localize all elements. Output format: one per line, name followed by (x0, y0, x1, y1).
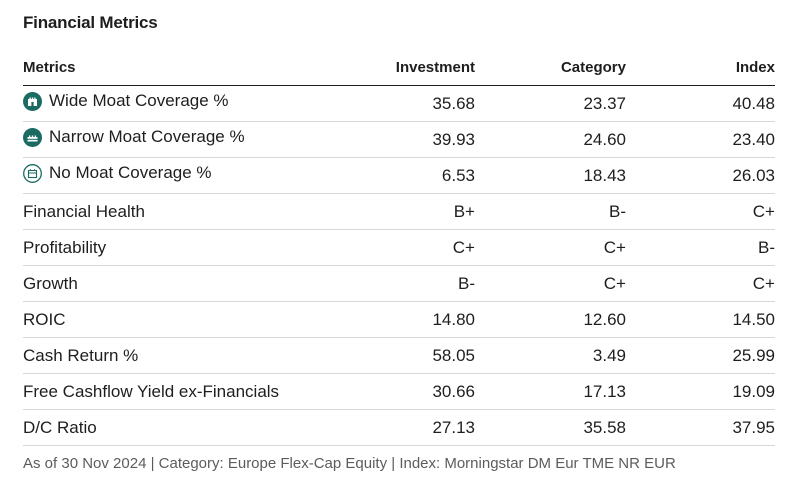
investment-value: B+ (325, 193, 475, 230)
investment-value: 35.68 (325, 85, 475, 122)
table-row: Financial Health B+ B- C+ (23, 193, 775, 230)
metric-label: D/C Ratio (23, 409, 325, 446)
category-value: 35.58 (475, 409, 626, 446)
investment-value: C+ (325, 229, 475, 266)
table-row: Wide Moat Coverage % 35.68 23.37 40.48 (23, 85, 775, 122)
category-value: 24.60 (475, 121, 626, 158)
investment-value: 14.80 (325, 301, 475, 338)
index-value: C+ (626, 265, 775, 302)
table-row: Profitability C+ C+ B- (23, 229, 775, 266)
metric-label: Narrow Moat Coverage % (49, 127, 245, 147)
investment-value: 30.66 (325, 373, 475, 410)
index-value: 25.99 (626, 337, 775, 374)
table-row: Growth B- C+ C+ (23, 265, 775, 302)
metric-label: Financial Health (23, 193, 325, 230)
no-moat-icon (23, 163, 42, 183)
category-value: C+ (475, 265, 626, 302)
index-value: B- (626, 229, 775, 266)
index-value: 23.40 (626, 121, 775, 158)
footnote: As of 30 Nov 2024 | Category: Europe Fle… (23, 455, 676, 472)
investment-value: B- (325, 265, 475, 302)
section-title: Financial Metrics (23, 13, 158, 32)
index-value: 14.50 (626, 301, 775, 338)
index-value: C+ (626, 193, 775, 230)
table-row: D/C Ratio 27.13 35.58 37.95 (23, 409, 775, 446)
metric-label: Cash Return % (23, 337, 325, 374)
metric-label: Growth (23, 265, 325, 302)
column-header-index: Index (626, 49, 775, 86)
column-header-category: Category (475, 49, 626, 86)
table-row: ROIC 14.80 12.60 14.50 (23, 301, 775, 338)
table-row: Free Cashflow Yield ex-Financials 30.66 … (23, 373, 775, 410)
category-value: B- (475, 193, 626, 230)
metric-label: Wide Moat Coverage % (49, 91, 229, 111)
category-value: 3.49 (475, 337, 626, 374)
index-value: 40.48 (626, 85, 775, 122)
metrics-table: Metrics Investment Category Index (23, 49, 775, 446)
index-value: 19.09 (626, 373, 775, 410)
investment-value: 6.53 (325, 157, 475, 194)
category-value: 17.13 (475, 373, 626, 410)
metric-label: ROIC (23, 301, 325, 338)
metric-label: Free Cashflow Yield ex-Financials (23, 373, 325, 410)
metric-label: Profitability (23, 229, 325, 266)
investment-value: 27.13 (325, 409, 475, 446)
column-header-investment: Investment (325, 49, 475, 86)
investment-value: 58.05 (325, 337, 475, 374)
table-row: No Moat Coverage % 6.53 18.43 26.03 (23, 157, 775, 194)
category-value: 23.37 (475, 85, 626, 122)
metric-label: No Moat Coverage % (49, 163, 212, 183)
column-header-metrics: Metrics (23, 49, 325, 86)
table-row: Narrow Moat Coverage % 39.93 24.60 23.40 (23, 121, 775, 158)
narrow-moat-icon (23, 127, 42, 147)
index-value: 26.03 (626, 157, 775, 194)
table-row: Cash Return % 58.05 3.49 25.99 (23, 337, 775, 374)
category-value: 12.60 (475, 301, 626, 338)
category-value: C+ (475, 229, 626, 266)
index-value: 37.95 (626, 409, 775, 446)
wide-moat-icon (23, 91, 42, 111)
investment-value: 39.93 (325, 121, 475, 158)
table-header-row: Metrics Investment Category Index (23, 49, 775, 86)
category-value: 18.43 (475, 157, 626, 194)
